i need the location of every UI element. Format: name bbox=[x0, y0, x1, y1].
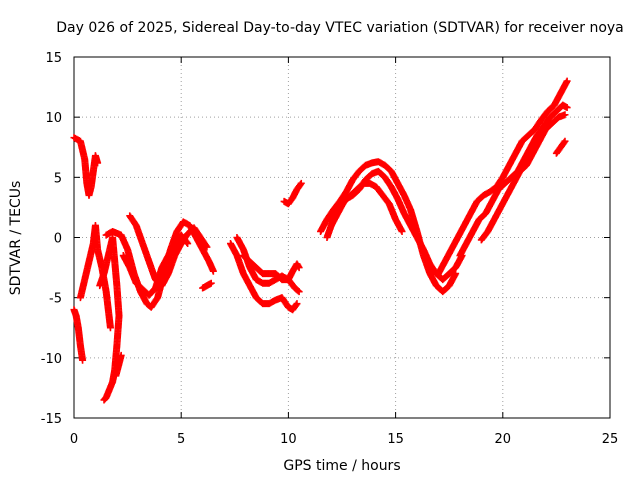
data-point bbox=[293, 300, 301, 308]
series-track-j bbox=[227, 240, 301, 314]
data-point bbox=[560, 138, 568, 146]
data-point bbox=[79, 356, 87, 364]
series-track-b bbox=[70, 306, 87, 364]
data-point bbox=[100, 396, 108, 404]
y-tick-label: -10 bbox=[41, 352, 62, 367]
data-point bbox=[295, 288, 303, 296]
data-point bbox=[295, 264, 303, 272]
data-point bbox=[563, 77, 571, 85]
chart-title: Day 026 of 2025, Sidereal Day-to-day VTE… bbox=[56, 20, 624, 36]
data-point bbox=[296, 181, 304, 189]
series-track-i bbox=[199, 279, 215, 292]
data-point bbox=[112, 372, 120, 380]
series-track-a bbox=[70, 134, 102, 199]
series-track-q bbox=[434, 77, 571, 278]
series-track-l bbox=[239, 252, 303, 284]
data-point bbox=[184, 240, 192, 248]
y-tick-label: 10 bbox=[45, 111, 62, 126]
y-tick-label: -15 bbox=[41, 412, 62, 427]
data-point bbox=[209, 267, 217, 275]
data-point bbox=[561, 111, 569, 119]
data-marks bbox=[70, 77, 571, 404]
series-track-n bbox=[317, 158, 460, 296]
y-tick-label: 5 bbox=[54, 171, 62, 186]
data-point bbox=[561, 137, 569, 145]
x-tick-label: 25 bbox=[602, 432, 619, 447]
x-tick-label: 15 bbox=[387, 432, 404, 447]
series-track-m bbox=[280, 179, 305, 208]
data-point bbox=[202, 242, 210, 250]
x-tick-label: 0 bbox=[70, 432, 78, 447]
series-track-t bbox=[552, 137, 569, 157]
x-axis-title: GPS time / hours bbox=[283, 458, 400, 474]
data-point bbox=[203, 243, 211, 251]
data-point bbox=[297, 179, 305, 187]
series-track-s bbox=[477, 111, 569, 244]
y-tick-label: -5 bbox=[49, 292, 62, 307]
y-tick-label: 15 bbox=[45, 51, 62, 66]
x-tick-label: 20 bbox=[495, 432, 512, 447]
data-point bbox=[183, 238, 191, 246]
data-point bbox=[292, 301, 300, 309]
series-track-e bbox=[112, 351, 125, 380]
tick-labels: 0 5 10 15 20 25 -15 -10 -5 0 5 10 15 bbox=[41, 51, 619, 447]
y-tick-label: 0 bbox=[54, 232, 62, 247]
data-point bbox=[398, 227, 406, 235]
series-track-h bbox=[119, 231, 192, 299]
grid-lines bbox=[74, 57, 610, 418]
x-tick-label: 10 bbox=[280, 432, 297, 447]
data-point bbox=[94, 159, 102, 167]
data-point bbox=[563, 104, 571, 112]
x-tick-label: 5 bbox=[177, 432, 185, 447]
series-track-c bbox=[76, 221, 114, 332]
series-track-p bbox=[327, 179, 406, 235]
y-axis-title: SDTVAR / TECUs bbox=[8, 181, 24, 296]
data-point bbox=[294, 287, 302, 295]
axis-ticks bbox=[73, 56, 611, 419]
data-point bbox=[106, 324, 114, 332]
data-point bbox=[207, 279, 215, 287]
series-track-r bbox=[456, 101, 571, 260]
series-track-d bbox=[96, 234, 123, 404]
